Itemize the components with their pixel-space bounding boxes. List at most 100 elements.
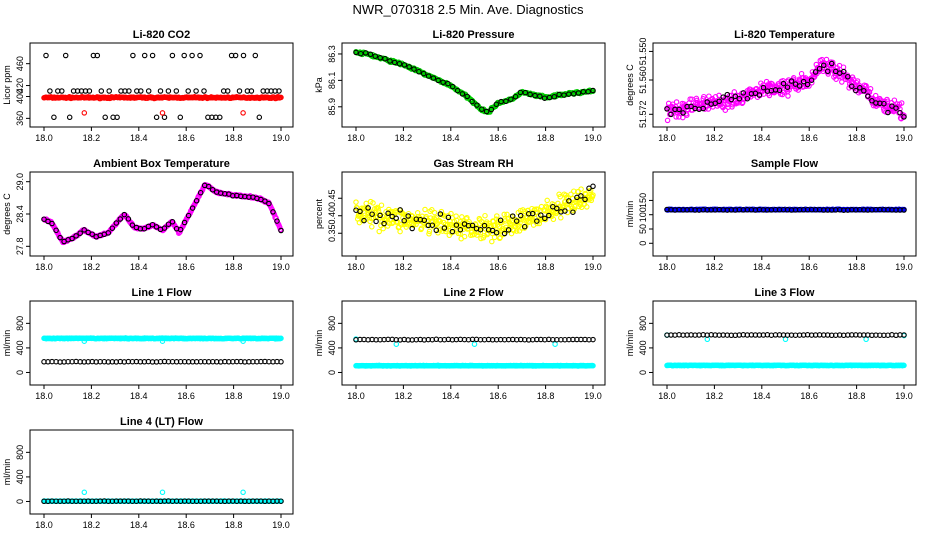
y-tick-label: 0 bbox=[327, 370, 337, 375]
data-point bbox=[542, 215, 548, 222]
data-point bbox=[562, 208, 568, 214]
data-point bbox=[505, 227, 512, 233]
data-point bbox=[177, 226, 184, 233]
data-point bbox=[113, 220, 120, 226]
data-point bbox=[385, 210, 391, 217]
plot-frame bbox=[652, 42, 917, 128]
data-point bbox=[459, 214, 465, 220]
data-point bbox=[106, 88, 112, 94]
data-point bbox=[433, 227, 440, 234]
data-point bbox=[57, 234, 63, 241]
y-tick-label: 100 bbox=[638, 207, 648, 222]
data-point bbox=[353, 199, 359, 205]
data-point bbox=[571, 206, 578, 212]
data-point bbox=[177, 114, 184, 121]
data-point bbox=[558, 215, 564, 221]
data-point bbox=[728, 96, 735, 103]
data-point bbox=[820, 62, 827, 69]
data-point bbox=[546, 212, 552, 219]
y-tick-label: 400 bbox=[15, 89, 25, 104]
data-point bbox=[481, 232, 488, 239]
data-point bbox=[704, 99, 710, 105]
data-point bbox=[497, 234, 503, 241]
panel-6: Sample Flow ml/min 18.0 18.2 18.4 18.6 18.8 19.… bbox=[625, 158, 917, 272]
data-point bbox=[526, 219, 532, 225]
data-point bbox=[381, 220, 387, 227]
x-tick-label: 19.0 bbox=[895, 391, 913, 401]
data-point bbox=[278, 227, 284, 234]
data-point bbox=[445, 214, 452, 221]
series-3 bbox=[664, 332, 907, 339]
series-2 bbox=[41, 182, 284, 245]
data-point bbox=[556, 91, 562, 98]
data-point bbox=[193, 198, 200, 204]
data-point bbox=[800, 78, 807, 85]
data-point bbox=[393, 341, 400, 347]
x-tick-label: 18.6 bbox=[800, 391, 818, 401]
y-tick-label: 0 bbox=[638, 370, 648, 375]
data-point bbox=[503, 98, 509, 105]
data-point bbox=[471, 341, 478, 347]
panel-title: Line 2 Flow bbox=[444, 287, 504, 299]
x-tick-label: 18.0 bbox=[658, 391, 676, 401]
y-tick-label: 27.8 bbox=[15, 238, 25, 256]
data-point bbox=[561, 92, 567, 98]
data-point bbox=[529, 210, 536, 217]
data-point bbox=[512, 93, 519, 100]
data-point bbox=[169, 52, 176, 59]
data-point bbox=[437, 211, 444, 217]
data-point bbox=[585, 88, 591, 95]
series-2 bbox=[81, 338, 246, 344]
data-point bbox=[405, 213, 411, 219]
data-point bbox=[881, 100, 887, 107]
data-point bbox=[483, 108, 490, 115]
x-tick-label: 18.2 bbox=[83, 262, 101, 272]
data-point bbox=[397, 228, 403, 235]
series-2 bbox=[353, 49, 596, 115]
series-1 bbox=[664, 362, 907, 369]
x-tick-label: 18.4 bbox=[753, 262, 771, 272]
data-point bbox=[445, 80, 451, 87]
data-point bbox=[165, 221, 172, 227]
data-point bbox=[518, 225, 525, 231]
x-tick-label: 19.0 bbox=[584, 133, 602, 143]
data-point bbox=[897, 109, 903, 116]
data-point bbox=[833, 76, 839, 82]
data-point bbox=[41, 216, 47, 222]
data-point bbox=[488, 106, 495, 113]
y-tick-label: 28.4 bbox=[15, 205, 25, 223]
data-point bbox=[94, 52, 101, 59]
data-point bbox=[453, 213, 459, 219]
y-tick-label: 400 bbox=[15, 469, 25, 484]
series-1 bbox=[353, 186, 596, 245]
data-point bbox=[744, 95, 751, 102]
figure-title: NWR_070318 2.5 Min. Ave. Diagnostics bbox=[353, 2, 584, 17]
data-point bbox=[53, 227, 59, 234]
data-point bbox=[435, 77, 441, 84]
data-point bbox=[377, 212, 383, 219]
data-point bbox=[197, 52, 203, 59]
data-point bbox=[776, 87, 783, 94]
series-2 bbox=[43, 52, 282, 121]
data-point bbox=[102, 114, 108, 121]
x-tick-label: 19.0 bbox=[272, 520, 290, 530]
data-point bbox=[889, 103, 895, 109]
y-tick-label: 800 bbox=[638, 316, 648, 331]
data-point bbox=[869, 98, 875, 104]
panel-title: Li-820 Temperature bbox=[734, 29, 835, 41]
data-point bbox=[81, 227, 87, 233]
x-tick-label: 18.2 bbox=[83, 391, 101, 401]
series-1 bbox=[664, 56, 907, 124]
data-point bbox=[426, 231, 432, 237]
y-axis-label: ml/min bbox=[314, 330, 324, 357]
series-2 bbox=[664, 60, 907, 120]
data-point bbox=[159, 110, 166, 116]
panel-title: Line 1 Flow bbox=[132, 287, 192, 299]
y-tick-label: 85.9 bbox=[327, 98, 337, 116]
data-point bbox=[863, 336, 869, 343]
data-point bbox=[77, 230, 83, 236]
data-point bbox=[477, 226, 484, 233]
data-point bbox=[898, 100, 905, 106]
data-point bbox=[459, 91, 466, 97]
data-point bbox=[454, 87, 461, 94]
